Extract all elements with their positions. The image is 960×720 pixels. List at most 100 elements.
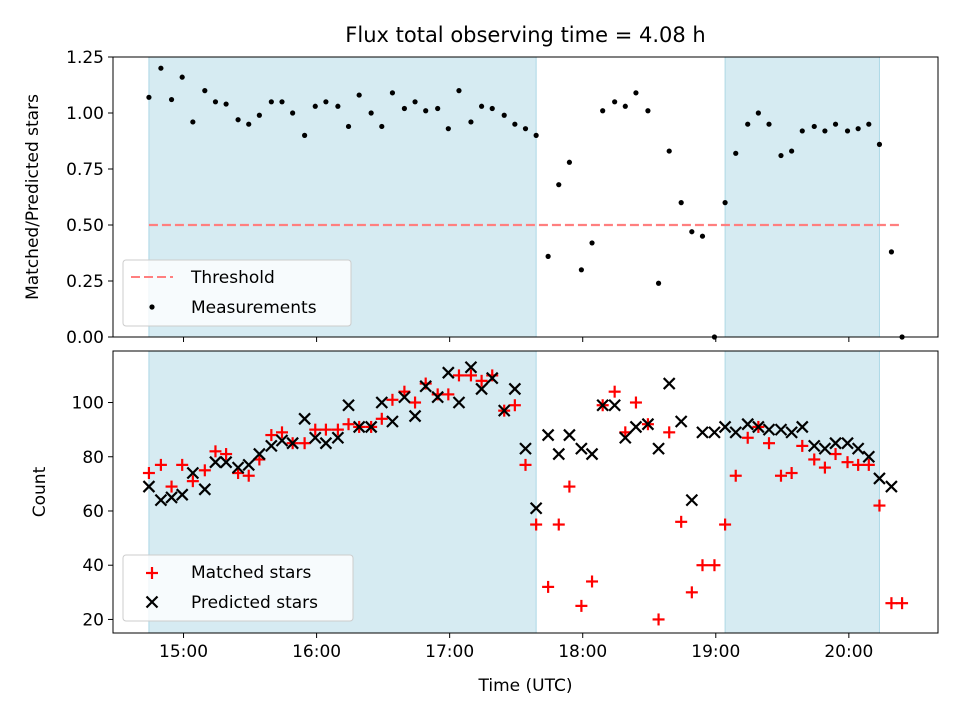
predicted-point [729, 426, 743, 439]
matched-point [862, 458, 875, 471]
measurement-point [379, 123, 385, 130]
predicted-point-b [265, 439, 278, 453]
legend-x-mark [145, 595, 159, 609]
predicted-point [552, 447, 566, 461]
y-axis-ticks: 20 40 60 80 100 [72, 394, 113, 630]
measurement-point [478, 103, 485, 109]
matched-point [298, 437, 311, 450]
predicted-point [652, 442, 665, 455]
predicted-point-b [729, 426, 743, 439]
matched-point [586, 575, 599, 588]
measurement-point [545, 253, 551, 259]
y-tick-label: 0.50 [66, 216, 104, 236]
predicted-point [529, 501, 543, 515]
y-axis-ticks: 0.00 0.25 0.50 0.75 1.00 1.25 [66, 48, 113, 348]
predicted-point [142, 480, 156, 493]
matched-point [873, 499, 886, 512]
predicted-point [352, 420, 366, 434]
predicted-point-b [885, 480, 898, 493]
measurement-point [268, 99, 274, 105]
predicted-point [386, 415, 399, 428]
measurement-point [745, 121, 751, 127]
measurement-point [811, 123, 817, 130]
matched-point [375, 412, 388, 425]
predicted-point [519, 442, 532, 455]
measurement-point [389, 90, 396, 96]
matched-point [552, 518, 565, 531]
predicted-point [431, 390, 444, 404]
predicted-point [209, 455, 222, 469]
predicted-point-b [231, 461, 245, 474]
legend-predicted-label: Predicted stars [191, 593, 318, 613]
predicted-point-b [585, 447, 599, 461]
measurement-point [799, 128, 805, 134]
predicted-point [829, 436, 842, 450]
predicted-point-b [652, 442, 665, 455]
predicted-point [885, 480, 898, 493]
panel-ratio: 0.00 0.25 0.50 0.75 1.00 1.25 Flux total obse… [23, 23, 939, 348]
predicted-point [165, 491, 178, 504]
predicted-point-b [662, 377, 676, 390]
predicted-point-b [275, 434, 289, 447]
predicted-point-b [308, 431, 322, 445]
predicted-point [508, 382, 522, 396]
predicted-point [563, 428, 576, 442]
chart-title: Flux total observing time = 4.08 h [345, 23, 705, 47]
predicted-point-b [696, 426, 709, 439]
measurement-point [844, 128, 851, 134]
matched-point [154, 458, 167, 471]
predicted-point [795, 420, 809, 434]
predicted-point [298, 412, 311, 426]
predicted-point [331, 431, 345, 445]
predicted-point-b [442, 366, 455, 379]
predicted-point [475, 382, 488, 396]
x-tick-label: 16:00 [292, 642, 341, 662]
predicted-point [575, 442, 588, 455]
shaded-band-1 [724, 350, 880, 634]
matched-point [508, 399, 521, 412]
count-points [142, 360, 909, 626]
predicted-point-b [253, 447, 266, 461]
matched-point [885, 597, 898, 610]
measurement-point [290, 110, 296, 116]
matched-point [896, 597, 909, 610]
measurement-point [600, 108, 606, 114]
predicted-point [596, 398, 609, 412]
predicted-point-b [175, 488, 189, 501]
predicted-point [442, 366, 455, 379]
predicted-point [231, 461, 245, 474]
predicted-point-b [541, 428, 555, 442]
predicted-point-b [718, 420, 732, 434]
matched-point [808, 453, 821, 466]
measurement-point [312, 103, 318, 109]
x-axis-label: Time (UTC) [478, 676, 573, 696]
measurement-point [401, 105, 408, 112]
measurement-point [279, 99, 285, 105]
matched-point [763, 437, 776, 450]
measurement-point [168, 96, 175, 103]
predicted-point-b [563, 428, 576, 442]
plot-frame [112, 350, 939, 634]
ratio-points [146, 65, 905, 340]
legend-box [122, 259, 352, 327]
predicted-point-b [398, 390, 411, 404]
measurement-point [722, 200, 728, 206]
matched-point [186, 475, 199, 488]
measurement-point [256, 112, 262, 118]
predicted-point-b [785, 426, 798, 439]
measurement-point [612, 99, 618, 105]
predicted-point-b [219, 455, 233, 469]
y-tick-label: 1.25 [66, 48, 104, 68]
predicted-point [154, 493, 168, 507]
measurement-point [822, 128, 828, 134]
predicted-point-b [319, 436, 333, 450]
predicted-point-b [807, 439, 821, 453]
predicted-point [408, 409, 422, 423]
measurement-point [866, 121, 872, 127]
matched-point [242, 469, 255, 482]
predicted-point-b [165, 491, 178, 504]
legend-predicted-swatch [145, 595, 159, 609]
y-tick-label: 100 [72, 394, 104, 414]
y-tick-label: 80 [82, 448, 104, 468]
